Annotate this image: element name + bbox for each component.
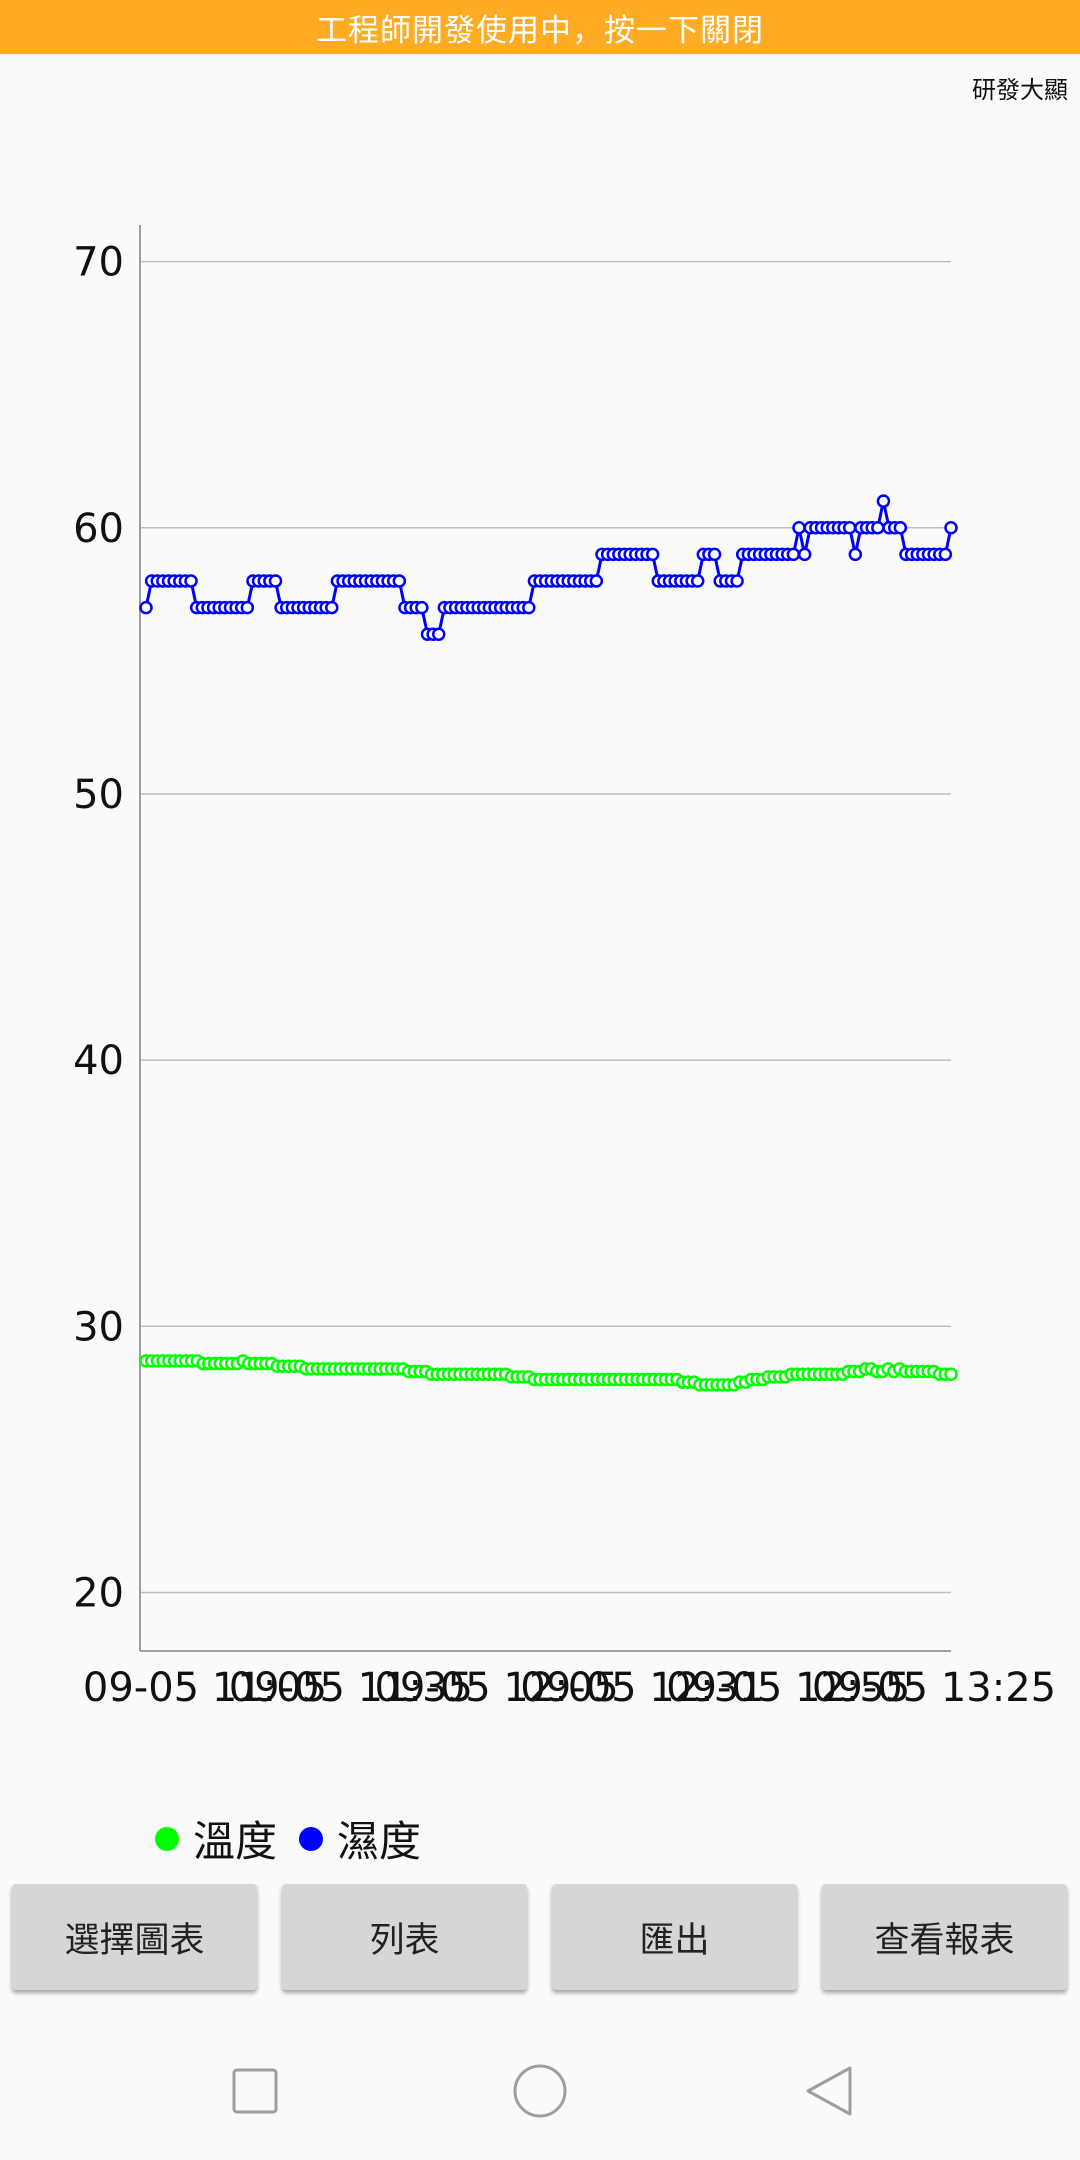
back-button[interactable] bbox=[800, 2061, 860, 2121]
recents-button[interactable] bbox=[225, 2061, 285, 2121]
data-point bbox=[325, 600, 339, 615]
y-tick-label: 40 bbox=[73, 1038, 124, 1084]
y-tick-label: 70 bbox=[73, 240, 124, 286]
y-tick-label: 30 bbox=[73, 1304, 124, 1350]
action-bar: 選擇圖表 列表 匯出 查看報表 bbox=[0, 1884, 1080, 1994]
export-button[interactable]: 匯出 bbox=[552, 1884, 797, 1990]
data-point bbox=[522, 600, 536, 615]
corner-label: 研發大顯 bbox=[972, 76, 1068, 104]
legend-item-humidity: 濕度 bbox=[299, 1808, 421, 1869]
select-chart-button[interactable]: 選擇圖表 bbox=[12, 1884, 257, 1990]
legend-label-temperature: 溫度 bbox=[193, 1817, 278, 1866]
data-point bbox=[786, 547, 801, 562]
home-button[interactable] bbox=[510, 2061, 570, 2121]
x-tick-label: 09-05 11:35 bbox=[229, 1665, 473, 1711]
legend-dot-humidity bbox=[299, 1826, 324, 1851]
y-tick-label: 60 bbox=[73, 506, 124, 552]
data-point bbox=[944, 521, 958, 535]
y-tick-label: 20 bbox=[73, 1570, 124, 1616]
view-report-button[interactable]: 查看報表 bbox=[822, 1884, 1067, 1990]
series bbox=[139, 494, 958, 1392]
series-line bbox=[144, 500, 953, 636]
data-point bbox=[392, 574, 407, 588]
list-button[interactable]: 列表 bbox=[282, 1884, 527, 1990]
developer-mode-banner[interactable]: 工程師開發使用中，按一下關閉 bbox=[0, 0, 1080, 54]
legend-label-humidity: 濕度 bbox=[337, 1817, 422, 1866]
data-point bbox=[184, 574, 198, 588]
data-point bbox=[893, 521, 908, 535]
data-point bbox=[842, 521, 857, 535]
data-point bbox=[415, 600, 429, 615]
data-point bbox=[268, 574, 283, 588]
x-tick-label: 09-05 11:05 bbox=[83, 1665, 327, 1711]
data-point bbox=[139, 600, 153, 615]
data-point bbox=[240, 600, 255, 615]
triangle-icon bbox=[806, 2066, 852, 2116]
x-tick-label: 09-05 12:55 bbox=[666, 1665, 910, 1711]
x-tick-label: 09-05 13:25 bbox=[812, 1665, 1056, 1711]
circle-icon bbox=[513, 2064, 567, 2118]
y-tick-label: 50 bbox=[73, 772, 124, 818]
series-humidity bbox=[139, 494, 958, 641]
legend-item-temperature: 溫度 bbox=[155, 1808, 277, 1869]
data-point bbox=[876, 494, 891, 508]
data-point bbox=[690, 574, 705, 588]
data-point bbox=[871, 521, 885, 535]
series-temperature bbox=[139, 1354, 958, 1392]
data-point bbox=[792, 521, 806, 535]
x-tick-label: 09-05 12:05 bbox=[374, 1665, 618, 1711]
grid bbox=[140, 260, 951, 1594]
data-point bbox=[730, 574, 744, 588]
data-point bbox=[797, 547, 812, 562]
data-point bbox=[645, 547, 660, 562]
y-tick-labels: 20 30 40 50 60 70 bbox=[73, 240, 124, 1617]
data-point bbox=[848, 547, 863, 562]
data-point bbox=[707, 547, 722, 562]
data-point bbox=[938, 547, 953, 562]
legend-dot-temperature bbox=[155, 1826, 179, 1851]
data-point bbox=[589, 574, 604, 588]
system-navigation-bar bbox=[0, 2018, 1080, 2160]
data-point bbox=[944, 1367, 958, 1381]
x-tick-label: 09-05 12:31 bbox=[520, 1665, 764, 1711]
square-icon bbox=[232, 2068, 278, 2114]
axes bbox=[139, 225, 951, 1652]
banner-text: 工程師開發使用中，按一下關閉 bbox=[316, 12, 764, 49]
chart-legend: 溫度 濕度 bbox=[155, 1808, 429, 1869]
data-point bbox=[431, 627, 446, 641]
